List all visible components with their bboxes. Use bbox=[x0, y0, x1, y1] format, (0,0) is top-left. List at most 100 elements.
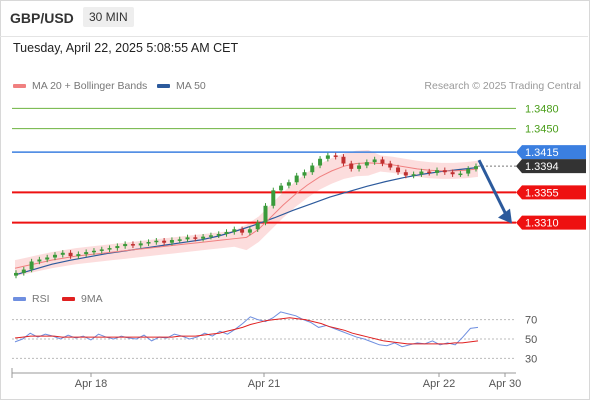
candle-body bbox=[185, 237, 190, 240]
candle-body bbox=[357, 165, 362, 169]
candle-body bbox=[263, 205, 268, 223]
chart-timestamp: Tuesday, April 22, 2025 5:08:55 AM CET bbox=[13, 41, 239, 55]
legend-rsi: RSI bbox=[13, 293, 50, 305]
9ma-swatch bbox=[62, 297, 75, 302]
candle-body bbox=[76, 254, 81, 257]
candle-body bbox=[45, 257, 50, 260]
candle-body bbox=[279, 185, 284, 191]
price-label-1.3394: 1.3394 bbox=[525, 161, 559, 173]
legend-9ma-label: 9MA bbox=[81, 293, 103, 305]
candle-body bbox=[91, 250, 96, 253]
price-label-1.3415: 1.3415 bbox=[525, 147, 559, 159]
candle-body bbox=[341, 156, 346, 164]
candle-body bbox=[115, 246, 120, 249]
candle-body bbox=[286, 182, 291, 186]
x-tick-label: Apr 22 bbox=[423, 378, 455, 390]
interval-button[interactable]: 30 MIN bbox=[83, 7, 134, 27]
candle-body bbox=[427, 171, 432, 174]
candle-body bbox=[294, 175, 299, 183]
ma50-swatch bbox=[157, 84, 170, 89]
candle-body bbox=[201, 236, 206, 239]
candle-body bbox=[419, 171, 424, 175]
candle-body bbox=[310, 165, 315, 173]
candle-body bbox=[232, 229, 237, 232]
legend-ma20: MA 20 + Bollinger Bands bbox=[13, 80, 147, 92]
price-tag-1.3355 bbox=[516, 185, 586, 200]
symbol-title: GBP/USD bbox=[10, 10, 74, 26]
candle-body bbox=[177, 239, 182, 241]
candle-body bbox=[333, 155, 338, 157]
legend-ma20-label: MA 20 + Bollinger Bands bbox=[32, 80, 148, 92]
candle-body bbox=[123, 244, 128, 247]
candle-body bbox=[138, 243, 143, 246]
candle-body bbox=[14, 272, 18, 276]
candle-body bbox=[388, 163, 393, 168]
candle-body bbox=[442, 170, 447, 173]
candle-body bbox=[255, 222, 260, 230]
candle-body bbox=[372, 159, 377, 163]
candle-body bbox=[84, 252, 89, 255]
price-label-1.3450: 1.3450 bbox=[525, 124, 559, 136]
forecast-arrow-shaft bbox=[477, 159, 508, 216]
rsi-series-9MA bbox=[14, 317, 479, 345]
candle-body bbox=[37, 259, 42, 262]
price-tag-1.3310 bbox=[516, 215, 586, 230]
candle-body bbox=[224, 231, 229, 234]
candle-body bbox=[302, 172, 307, 176]
copyright-notice: Research © 2025 Trading Central bbox=[424, 80, 581, 92]
candle-body bbox=[29, 261, 34, 270]
candle-body bbox=[21, 269, 26, 273]
legend-ma50: MA 50 bbox=[157, 80, 206, 92]
x-tick-label: Apr 21 bbox=[248, 378, 280, 390]
candle-body bbox=[146, 242, 151, 244]
candle-body bbox=[403, 172, 408, 176]
candle-body bbox=[240, 229, 245, 233]
candle-body bbox=[247, 229, 252, 233]
price-tag-1.3394 bbox=[516, 159, 586, 174]
price-label-1.3310: 1.3310 bbox=[525, 218, 559, 230]
legend-ma50-label: MA 50 bbox=[176, 80, 206, 92]
rsi-tick-70: 70 bbox=[525, 315, 537, 327]
x-tick-label: Apr 30 bbox=[489, 378, 521, 390]
candle-body bbox=[216, 233, 221, 236]
candle-body bbox=[130, 244, 135, 246]
candle-body bbox=[52, 254, 57, 258]
rsi-series-RSI bbox=[14, 311, 479, 348]
candle-body bbox=[364, 162, 369, 166]
candle-body bbox=[318, 158, 323, 166]
ma20-line bbox=[14, 162, 479, 269]
candle-body bbox=[396, 167, 401, 173]
candle-body bbox=[435, 170, 440, 173]
candle-body bbox=[411, 174, 416, 176]
candle-body bbox=[162, 240, 167, 243]
candle-body bbox=[325, 155, 330, 159]
candle-body bbox=[271, 190, 276, 206]
candle-body bbox=[450, 172, 455, 175]
candle-body bbox=[154, 240, 159, 243]
candle-body bbox=[208, 235, 213, 237]
chart-header: GBP/USD 30 MIN bbox=[0, 0, 588, 37]
ma50-line bbox=[14, 166, 479, 276]
bollinger-band bbox=[15, 150, 478, 277]
candle-body bbox=[169, 240, 174, 243]
candle-body bbox=[60, 252, 65, 255]
candle-body bbox=[380, 159, 385, 164]
ma20-swatch bbox=[13, 84, 26, 89]
x-tick-label: Apr 18 bbox=[75, 378, 107, 390]
candle-body bbox=[458, 173, 463, 176]
rsi-swatch bbox=[13, 297, 26, 302]
legend-rsi-label: RSI bbox=[32, 293, 50, 305]
candle-body bbox=[466, 168, 471, 174]
candle-body bbox=[193, 237, 198, 239]
candle-body bbox=[99, 249, 104, 251]
candle-body bbox=[474, 166, 478, 169]
candle-body bbox=[68, 252, 73, 257]
rsi-tick-50: 50 bbox=[525, 334, 537, 346]
candle-body bbox=[349, 163, 354, 169]
price-label-1.3355: 1.3355 bbox=[525, 187, 559, 199]
price-tag-1.3415 bbox=[516, 145, 586, 160]
candle-body bbox=[107, 248, 112, 250]
legend-9ma: 9MA bbox=[62, 293, 103, 305]
forecast-arrow-head bbox=[498, 208, 512, 224]
